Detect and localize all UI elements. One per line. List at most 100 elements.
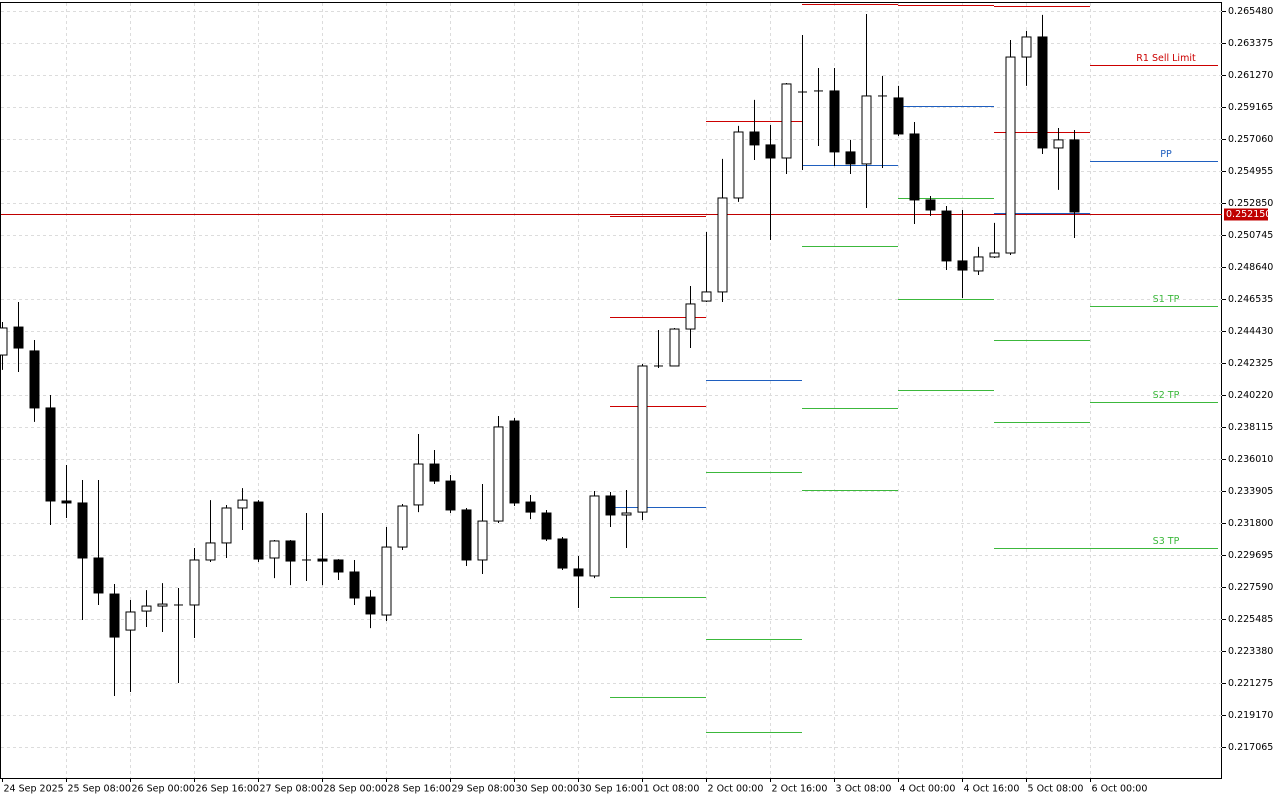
x-tick-label: 27 Sep 08:00 (260, 784, 323, 795)
y-tick-label: 0.219170 (1228, 710, 1273, 721)
y-tick-label: 0.263375 (1228, 38, 1273, 49)
y-tick-label: 0.259165 (1228, 102, 1273, 113)
y-tick-label: 0.250745 (1228, 230, 1273, 241)
candle-body (141, 605, 152, 612)
candle-body (237, 499, 248, 509)
candle-body (861, 95, 872, 165)
candle-body (701, 291, 712, 302)
x-tick-label: 26 Sep 00:00 (132, 784, 195, 795)
candle-body (717, 197, 728, 293)
y-tick-label: 0.242325 (1228, 358, 1273, 369)
candle-body (829, 90, 840, 153)
candle-body (61, 500, 72, 504)
candle-body (1021, 36, 1032, 58)
candle-body (349, 571, 360, 599)
y-tick-label: 0.233905 (1228, 486, 1273, 497)
x-tick-label: 29 Sep 08:00 (452, 784, 515, 795)
y-tick-label: 0.229695 (1228, 550, 1273, 561)
candle-body (109, 593, 120, 638)
x-tick-label: 4 Oct 16:00 (964, 784, 1020, 795)
plot-frame (0, 2, 1222, 779)
candle-body (1005, 56, 1016, 254)
level-label: R1 Sell Limit (1136, 53, 1196, 64)
candle-body (429, 463, 440, 482)
candle-body (941, 210, 952, 262)
candle-body (621, 512, 632, 516)
x-tick-label: 30 Sep 16:00 (580, 784, 643, 795)
candle-body (973, 256, 984, 272)
candle-body (93, 557, 104, 594)
y-tick-label: 0.217065 (1228, 742, 1273, 753)
candle-body (925, 199, 936, 211)
candle-body (397, 505, 408, 548)
candle-body (413, 463, 424, 506)
candle-body (909, 133, 920, 201)
x-tick-label: 2 Oct 00:00 (708, 784, 764, 795)
y-tick-label: 0.238115 (1228, 422, 1273, 433)
candle-body (445, 480, 456, 511)
x-tick-label: 2 Oct 16:00 (772, 784, 828, 795)
candle-body (605, 495, 616, 516)
x-tick-label: 28 Sep 00:00 (324, 784, 387, 795)
candle-body (1069, 139, 1080, 213)
y-tick-label: 0.240220 (1228, 390, 1273, 401)
candle-body (765, 144, 776, 159)
x-tick-label: 25 Sep 08:00 (68, 784, 131, 795)
candle-body (1037, 36, 1048, 149)
candle-body (989, 252, 1000, 258)
candle-body (893, 97, 904, 135)
candle-body (285, 540, 296, 562)
candle-body (365, 596, 376, 615)
x-tick-label: 28 Sep 16:00 (388, 784, 451, 795)
current-price-label: 0.252150 (1226, 209, 1271, 220)
y-tick-label: 0.244430 (1228, 326, 1273, 337)
x-tick-label: 3 Oct 08:00 (836, 784, 892, 795)
y-tick-label: 0.221275 (1228, 678, 1273, 689)
candle-body (1053, 139, 1064, 149)
level-label: PP (1160, 149, 1172, 160)
candle-body (733, 131, 744, 199)
candle-body (29, 350, 40, 409)
x-tick-label: 4 Oct 00:00 (900, 784, 956, 795)
candle-body (493, 426, 504, 522)
candle-body (45, 407, 56, 502)
candle-body (573, 568, 584, 577)
candle-body (685, 303, 696, 330)
candle-body (477, 520, 488, 561)
candle-body (637, 365, 648, 513)
candle-body (269, 540, 280, 559)
candle-body (845, 151, 856, 165)
y-tick-label: 0.254955 (1228, 166, 1273, 177)
current-price-tag (1224, 208, 1268, 221)
candle-body (125, 611, 136, 631)
y-tick-label: 0.257060 (1228, 134, 1273, 145)
candle-body (77, 502, 88, 559)
y-tick-label: 0.236010 (1228, 454, 1273, 465)
candle-body (541, 512, 552, 540)
candle-body (525, 501, 536, 513)
candle-body (957, 260, 968, 271)
candle-body (157, 603, 168, 607)
candle-body (189, 559, 200, 606)
candle-body (317, 558, 328, 562)
y-tick-label: 0.225485 (1228, 614, 1273, 625)
candle-body (557, 538, 568, 569)
x-tick-label: 24 Sep 2025 (4, 784, 64, 795)
candle-body (589, 495, 600, 577)
x-tick-label: 1 Oct 08:00 (644, 784, 700, 795)
candle-body (381, 546, 392, 616)
x-tick-label: 6 Oct 00:00 (1092, 784, 1148, 795)
y-tick-label: 0.246535 (1228, 294, 1273, 305)
x-tick-label: 30 Sep 00:00 (516, 784, 579, 795)
candle-body (13, 326, 24, 349)
candle-body (205, 542, 216, 561)
y-tick-label: 0.261270 (1228, 70, 1273, 81)
y-tick-label: 0.265480 (1228, 6, 1273, 17)
candle-body (333, 559, 344, 573)
x-tick-label: 26 Sep 16:00 (196, 784, 259, 795)
x-tick-label: 5 Oct 08:00 (1028, 784, 1084, 795)
candle-body (461, 509, 472, 561)
y-tick-label: 0.252850 (1228, 198, 1273, 209)
candle-body (781, 83, 792, 159)
